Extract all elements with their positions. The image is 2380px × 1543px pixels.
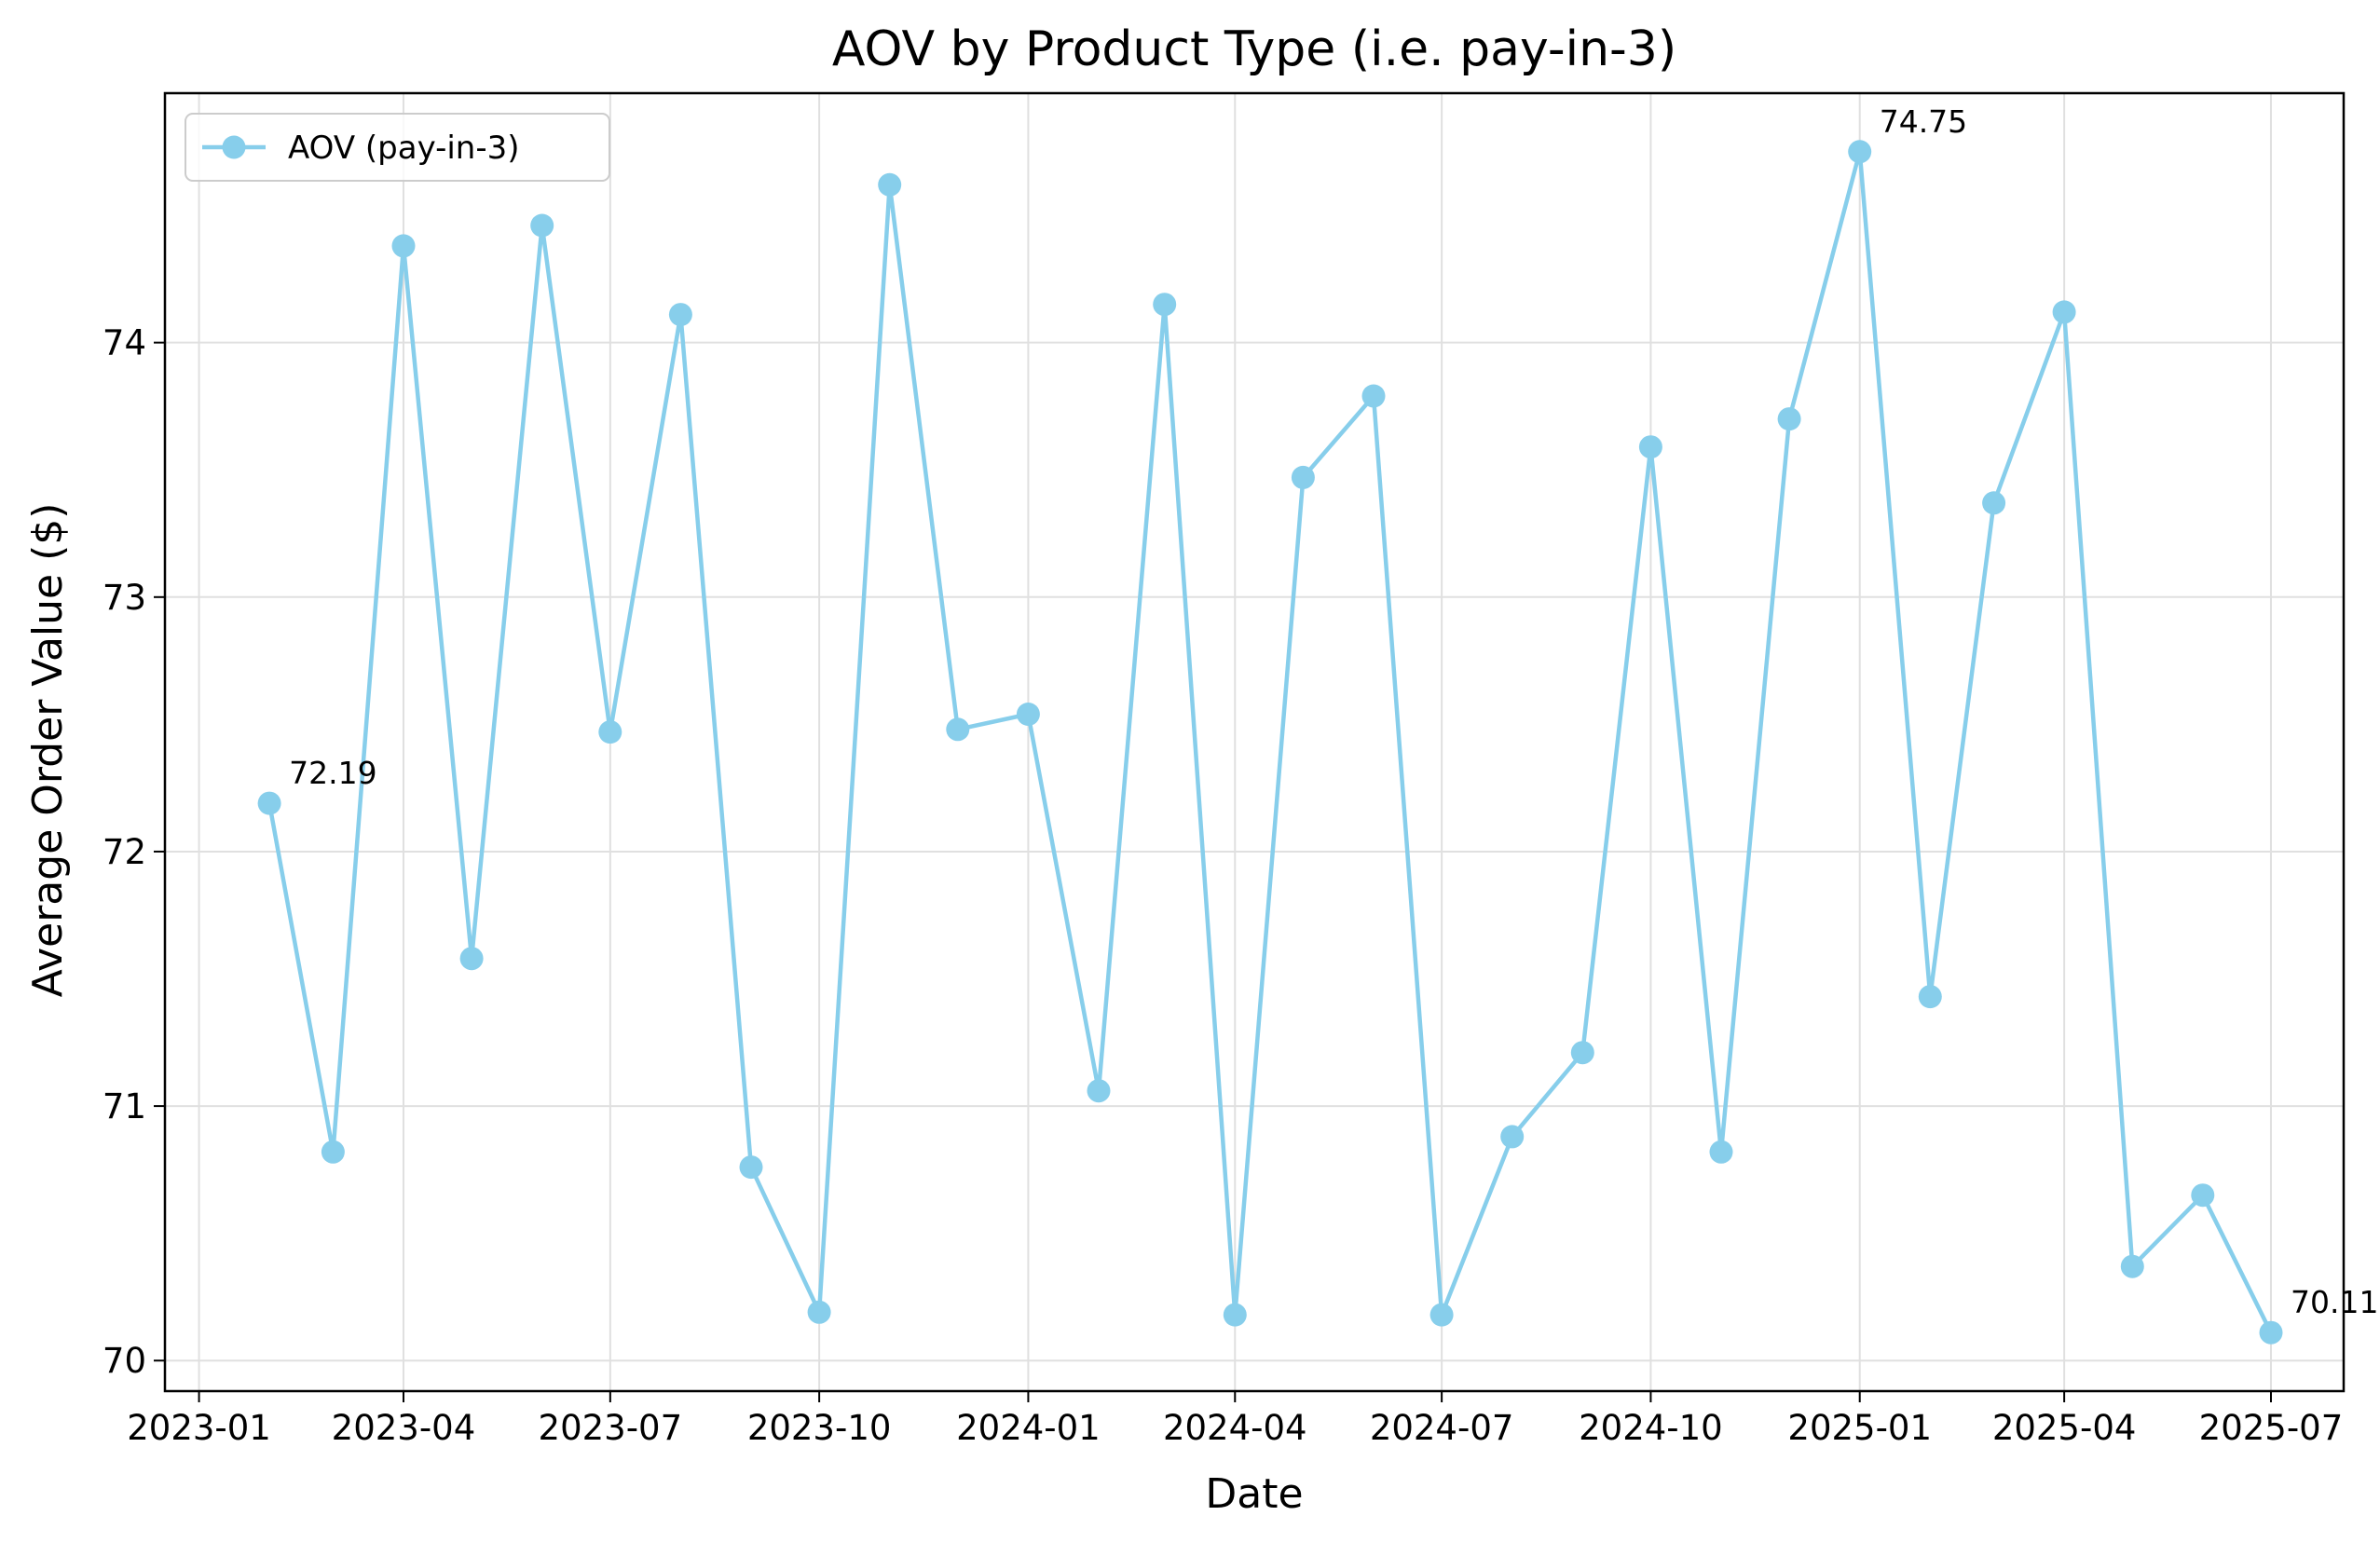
data-point xyxy=(2259,1320,2283,1345)
y-tick-label: 70 xyxy=(103,1341,146,1381)
legend-marker-swatch xyxy=(222,135,246,159)
data-point xyxy=(1361,384,1386,408)
plot-area-border xyxy=(163,91,2346,1393)
x-tick-label: 2025-01 xyxy=(1787,1408,1932,1448)
chart-title: AOV by Product Type (i.e. pay-in-3) xyxy=(832,21,1676,77)
data-point xyxy=(668,303,692,327)
data-point xyxy=(459,947,484,971)
data-point xyxy=(807,1300,831,1324)
x-tick-label: 2024-04 xyxy=(1163,1408,1307,1448)
axis-ticks: 2023-01 2023-04 2023-07 2023-10 2024-01 2024-… xyxy=(103,323,2343,1448)
data-point xyxy=(257,791,281,815)
data-point xyxy=(1570,1041,1594,1065)
data-point xyxy=(878,172,902,197)
series-line xyxy=(267,149,2274,1334)
data-point xyxy=(1291,465,1315,489)
data-point xyxy=(1500,1125,1525,1149)
x-tick-label: 2023-07 xyxy=(539,1408,683,1448)
data-point xyxy=(1777,407,1801,431)
data-point xyxy=(2052,300,2076,324)
data-point xyxy=(321,1140,345,1164)
y-tick-label: 73 xyxy=(103,578,146,618)
data-label: 70.11 xyxy=(2291,1284,2378,1320)
data-point xyxy=(1153,293,1177,317)
data-point xyxy=(1016,703,1040,726)
data-point xyxy=(530,213,554,238)
x-tick-label: 2023-04 xyxy=(332,1408,476,1448)
data-point xyxy=(1848,140,1872,164)
data-point xyxy=(2120,1254,2144,1278)
x-axis-label: Date xyxy=(1205,1470,1303,1518)
data-label: 72.19 xyxy=(289,755,376,791)
data-point xyxy=(946,717,970,742)
data-point xyxy=(2191,1183,2215,1208)
x-tick-label: 2024-01 xyxy=(956,1408,1101,1448)
data-point xyxy=(391,234,416,258)
data-point xyxy=(1429,1303,1454,1327)
x-tick-label: 2025-07 xyxy=(2199,1408,2344,1448)
data-point xyxy=(739,1155,763,1180)
x-tick-label: 2023-01 xyxy=(127,1408,271,1448)
grid-lines xyxy=(165,93,2344,1391)
y-tick-label: 72 xyxy=(103,832,146,872)
data-point xyxy=(1223,1303,1247,1327)
x-tick-label: 2024-10 xyxy=(1579,1408,1723,1448)
data-point xyxy=(1087,1079,1111,1103)
data-point xyxy=(1638,435,1662,459)
y-axis-label: Average Order Value ($) xyxy=(24,503,72,998)
data-label: 74.75 xyxy=(1880,103,1967,140)
y-tick-label: 74 xyxy=(103,323,146,363)
data-point xyxy=(1982,491,2006,515)
data-point xyxy=(1709,1140,1733,1164)
x-tick-label: 2023-10 xyxy=(747,1408,892,1448)
legend-box xyxy=(185,113,610,182)
legend-label: AOV (pay-in-3) xyxy=(288,130,520,167)
x-tick-label: 2024-07 xyxy=(1370,1408,1514,1448)
plot-frame xyxy=(163,91,2346,1393)
data-point xyxy=(1918,985,1942,1009)
y-tick-label: 71 xyxy=(103,1086,146,1127)
series-layer xyxy=(257,140,2283,1345)
annotations: 72.19 74.75 70.11 xyxy=(289,103,2378,1320)
data-point xyxy=(598,720,622,744)
legend: AOV (pay-in-3) xyxy=(185,113,610,182)
x-tick-label: 2025-04 xyxy=(1992,1408,2137,1448)
